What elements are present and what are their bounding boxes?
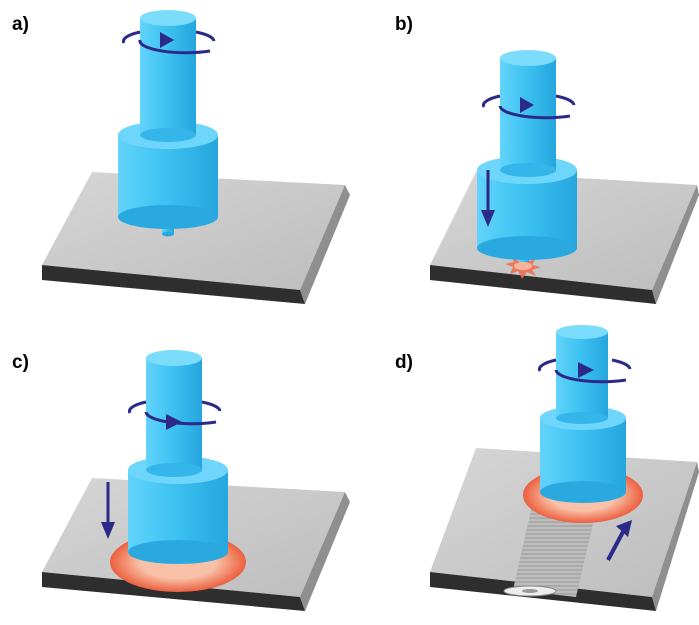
workpiece-plate <box>42 172 350 304</box>
rotation-arrow-icon <box>538 358 632 384</box>
traverse-arrow-icon <box>606 520 632 561</box>
rotation-arrow-icon <box>482 94 576 120</box>
panel-d: d) <box>395 325 699 611</box>
panel-label-b: b) <box>395 14 413 35</box>
tool-shank <box>556 325 608 424</box>
heat-spark-icon <box>505 254 541 279</box>
rotation-arrow-icon <box>122 30 216 55</box>
tool-shank <box>146 350 202 477</box>
panel-label-c: c) <box>12 352 29 373</box>
rotation-arrow-icon <box>128 400 222 430</box>
panel-c: c) <box>12 350 350 611</box>
panel-b: b) <box>395 14 699 304</box>
plunge-arrow-icon <box>101 482 115 539</box>
tool-shank <box>140 10 196 142</box>
panel-label-a: a) <box>12 14 29 35</box>
panel-label-d: d) <box>395 352 413 373</box>
plunge-arrow-icon <box>481 170 495 227</box>
panel-a: a) <box>12 10 350 304</box>
